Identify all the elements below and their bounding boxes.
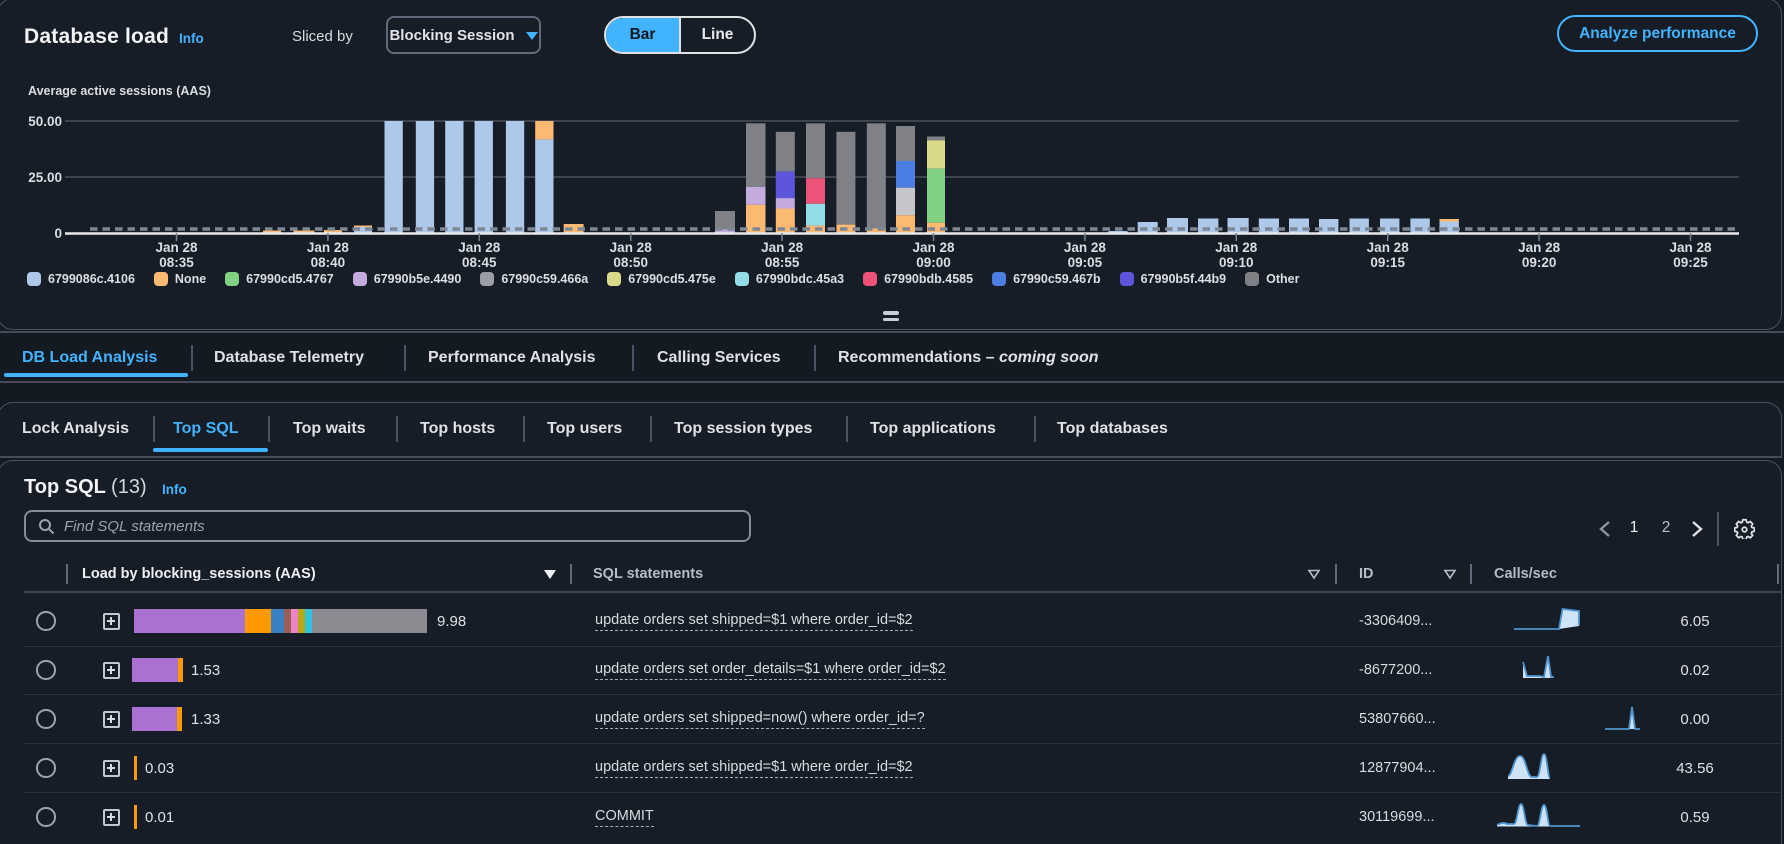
- svg-text:09:10: 09:10: [1219, 255, 1254, 270]
- svg-text:09:25: 09:25: [1673, 255, 1708, 270]
- svg-text:08:50: 08:50: [613, 255, 648, 270]
- svg-text:08:40: 08:40: [311, 255, 346, 270]
- svg-text:Jan 28: Jan 28: [1215, 240, 1258, 255]
- svg-text:Jan 28: Jan 28: [1367, 240, 1410, 255]
- svg-text:Jan 28: Jan 28: [610, 240, 653, 255]
- svg-text:Jan 28: Jan 28: [912, 240, 955, 255]
- svg-text:Jan 28: Jan 28: [1669, 240, 1712, 255]
- svg-text:08:55: 08:55: [765, 255, 800, 270]
- svg-text:25.00: 25.00: [28, 170, 62, 185]
- svg-text:Jan 28: Jan 28: [761, 240, 804, 255]
- svg-text:Jan 28: Jan 28: [1518, 240, 1561, 255]
- svg-text:0: 0: [54, 226, 62, 241]
- svg-text:Jan 28: Jan 28: [458, 240, 501, 255]
- svg-text:09:15: 09:15: [1370, 255, 1405, 270]
- svg-text:08:35: 08:35: [159, 255, 194, 270]
- svg-text:Jan 28: Jan 28: [155, 240, 198, 255]
- svg-text:Jan 28: Jan 28: [1064, 240, 1107, 255]
- svg-text:08:45: 08:45: [462, 255, 497, 270]
- svg-text:09:00: 09:00: [916, 255, 951, 270]
- svg-text:Jan 28: Jan 28: [307, 240, 350, 255]
- svg-text:09:20: 09:20: [1522, 255, 1557, 270]
- svg-text:09:05: 09:05: [1068, 255, 1103, 270]
- svg-text:50.00: 50.00: [28, 114, 62, 129]
